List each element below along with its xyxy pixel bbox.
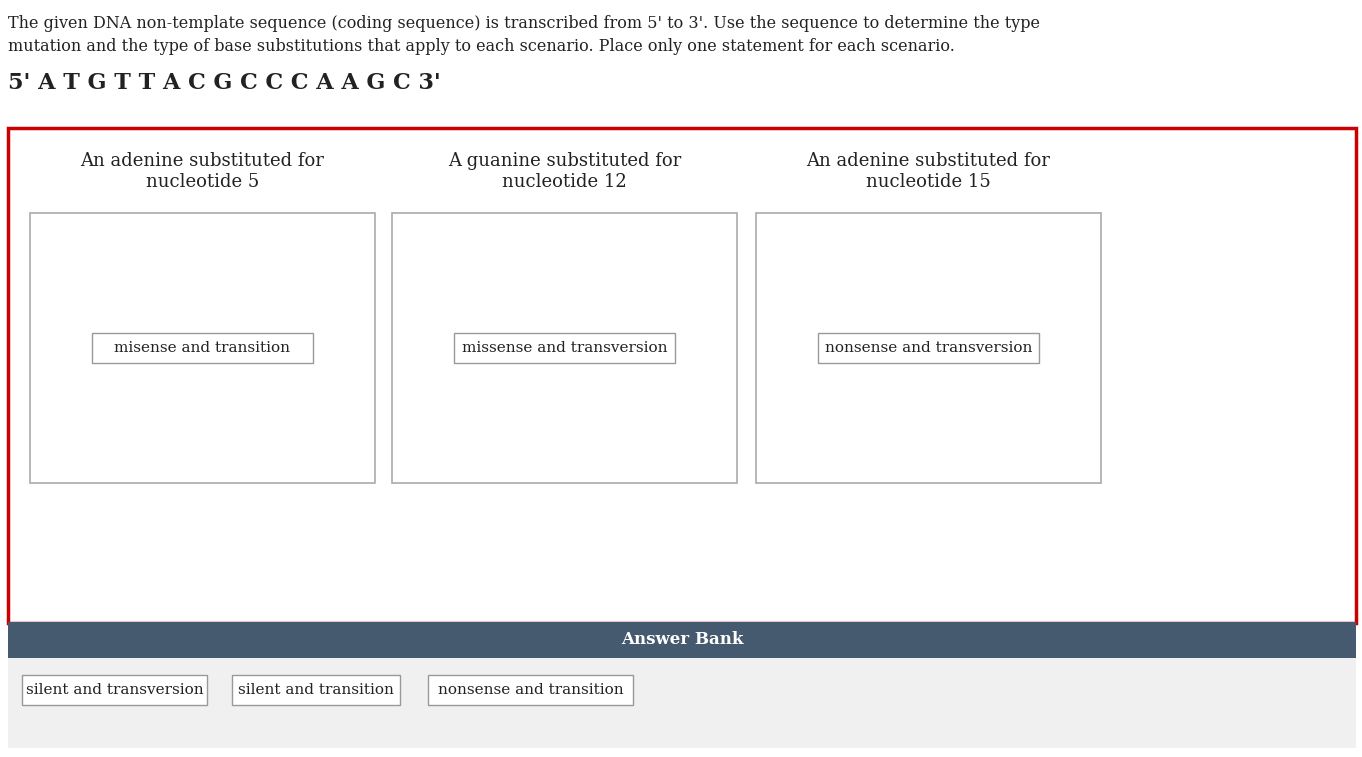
FancyBboxPatch shape [93, 333, 313, 363]
FancyBboxPatch shape [8, 658, 1357, 748]
Text: nonsense and transversion: nonsense and transversion [825, 341, 1032, 355]
FancyBboxPatch shape [22, 675, 207, 705]
FancyBboxPatch shape [756, 213, 1100, 483]
FancyBboxPatch shape [819, 333, 1039, 363]
FancyBboxPatch shape [232, 675, 400, 705]
FancyBboxPatch shape [30, 213, 375, 483]
Text: missense and transversion: missense and transversion [462, 341, 667, 355]
Text: mutation and the type of base substitutions that apply to each scenario. Place o: mutation and the type of base substituti… [8, 38, 955, 55]
Text: A guanine substituted for
nucleotide 12: A guanine substituted for nucleotide 12 [448, 152, 681, 191]
Text: silent and transition: silent and transition [238, 683, 394, 697]
Text: The given DNA non-template sequence (coding sequence) is transcribed from 5' to : The given DNA non-template sequence (cod… [8, 15, 1041, 32]
FancyBboxPatch shape [428, 675, 633, 705]
Text: An adenine substituted for
nucleotide 5: An adenine substituted for nucleotide 5 [80, 152, 324, 191]
Text: nonsense and transition: nonsense and transition [437, 683, 624, 697]
Text: misense and transition: misense and transition [114, 341, 290, 355]
FancyBboxPatch shape [8, 128, 1357, 623]
Text: 5' A T G T T A C G C C C A A G C 3': 5' A T G T T A C G C C C A A G C 3' [8, 72, 441, 94]
Text: An adenine substituted for
nucleotide 15: An adenine substituted for nucleotide 15 [806, 152, 1050, 191]
FancyBboxPatch shape [8, 622, 1357, 658]
Text: Answer Bank: Answer Bank [621, 631, 744, 649]
Text: silent and transversion: silent and transversion [26, 683, 203, 697]
FancyBboxPatch shape [454, 333, 676, 363]
FancyBboxPatch shape [392, 213, 737, 483]
